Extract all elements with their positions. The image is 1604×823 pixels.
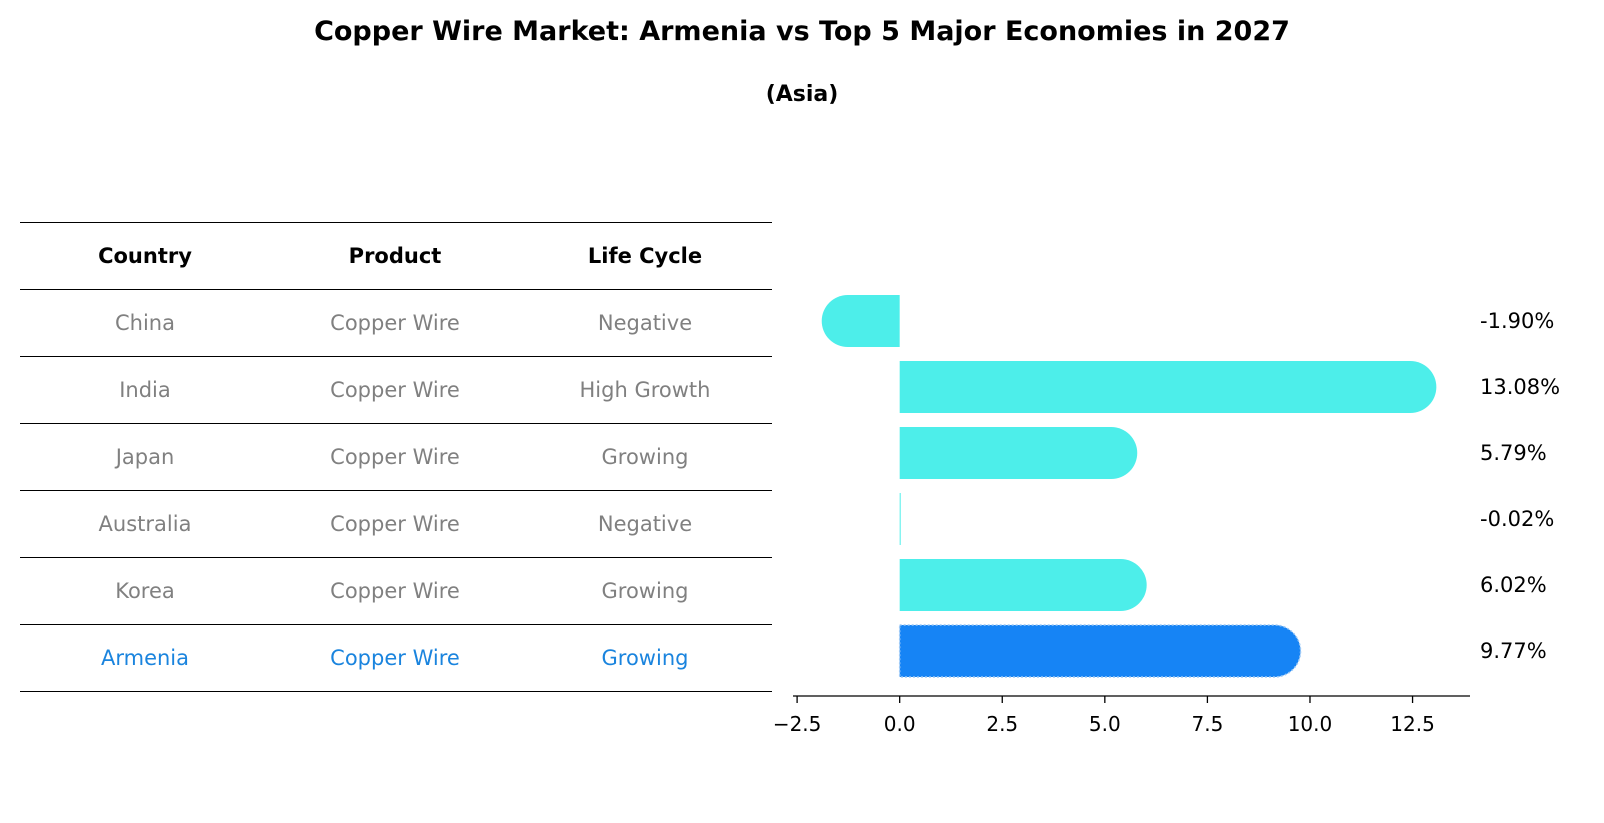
cell-life-cycle: High Growth <box>579 378 711 402</box>
bar-armenia <box>898 624 1302 678</box>
value-label: 13.08% <box>1480 375 1560 399</box>
cell-life-cycle: Growing <box>601 579 689 603</box>
bar-korea <box>899 559 1147 611</box>
cell-product: Copper Wire <box>330 512 460 536</box>
cell-product: Copper Wire <box>330 311 460 335</box>
table-row: Japan Copper Wire Growing <box>20 423 772 490</box>
x-tick-label: 10.0 <box>1288 712 1333 736</box>
value-label: -0.02% <box>1480 507 1554 531</box>
table-row: Korea Copper Wire Growing <box>20 557 772 624</box>
header-life-cycle: Life Cycle <box>587 244 703 268</box>
cell-life-cycle: Growing <box>601 646 689 670</box>
cell-life-cycle: Negative <box>597 311 693 335</box>
value-label: 9.77% <box>1480 639 1547 663</box>
cell-product: Copper Wire <box>330 378 460 402</box>
chart-subtitle: (Asia) <box>765 82 839 107</box>
cell-life-cycle: Negative <box>597 512 693 536</box>
table-row: China Copper Wire Negative <box>20 289 772 356</box>
cell-country: India <box>119 378 171 402</box>
cell-country: China <box>115 311 175 335</box>
cell-country: Australia <box>98 512 192 536</box>
cell-product: Copper Wire <box>330 646 460 670</box>
x-tick-label: 2.5 <box>986 712 1018 736</box>
table-row: Australia Copper Wire Negative <box>20 490 772 557</box>
table-header-row: Country Product Life Cycle <box>20 222 772 289</box>
bar-china <box>821 295 900 347</box>
value-label: -1.90% <box>1480 309 1554 333</box>
cell-product: Copper Wire <box>330 445 460 469</box>
bar-australia <box>899 493 901 545</box>
header-product: Product <box>348 244 442 268</box>
chart-title: Copper Wire Market: Armenia vs Top 5 Maj… <box>314 16 1290 47</box>
cell-product: Copper Wire <box>330 579 460 603</box>
value-label: 6.02% <box>1480 573 1547 597</box>
table-row-highlighted: Armenia Copper Wire Growing <box>20 624 772 692</box>
bar-india <box>899 361 1437 413</box>
table-row: India Copper Wire High Growth <box>20 356 772 423</box>
value-label: 5.79% <box>1480 441 1547 465</box>
x-tick-label: 12.5 <box>1390 712 1435 736</box>
cell-life-cycle: Growing <box>601 445 689 469</box>
cell-country: Armenia <box>100 646 190 670</box>
bar-japan <box>899 427 1138 479</box>
cell-country: Korea <box>115 579 175 603</box>
x-tick-label: 5.0 <box>1089 712 1121 736</box>
data-table: Country Product Life Cycle China Copper … <box>20 222 772 692</box>
x-tick-label: −2.5 <box>773 712 822 736</box>
x-tick-label: 7.5 <box>1191 712 1223 736</box>
cell-country: Japan <box>115 445 175 469</box>
x-tick-label: 0.0 <box>884 712 916 736</box>
header-country: Country <box>98 244 192 268</box>
